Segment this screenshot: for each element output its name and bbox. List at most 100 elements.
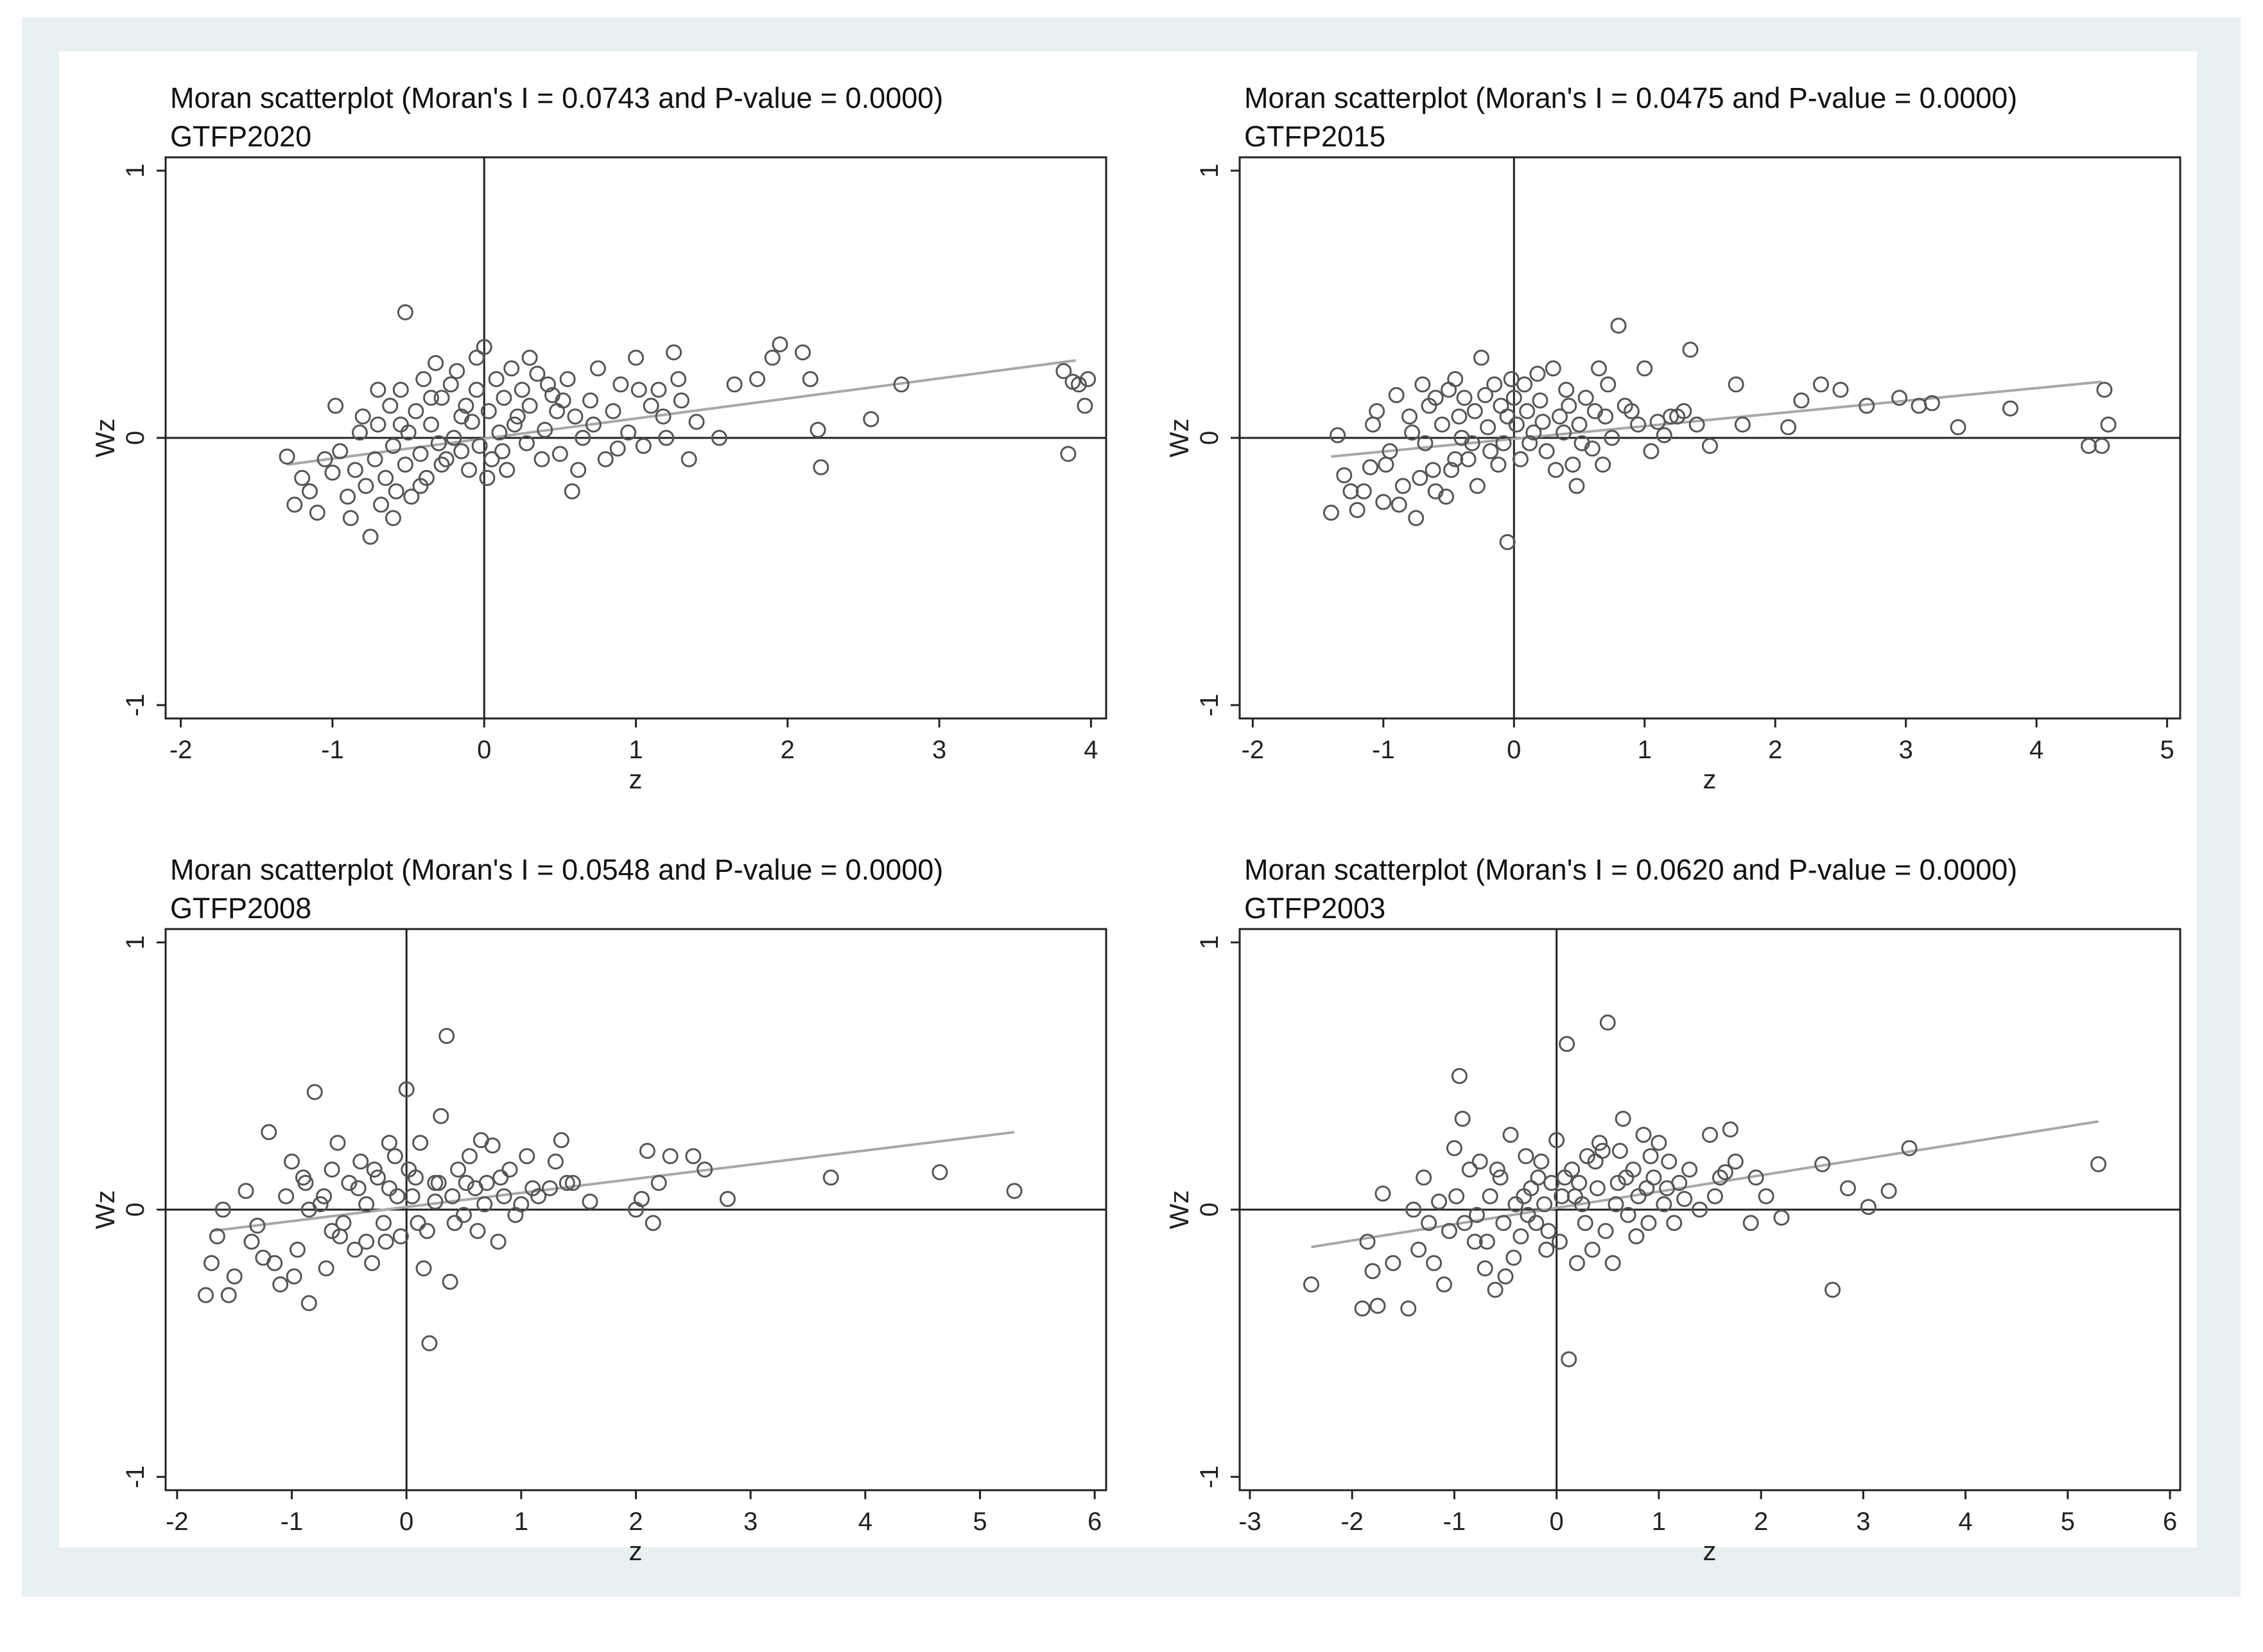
data-point: [1378, 456, 1394, 473]
data-point: [1595, 456, 1611, 473]
panel-gtfp2003: Moran scatterplot (Moran's I = 0.0620 an…: [1164, 853, 2181, 1566]
x-tick-label: 2: [629, 1508, 643, 1536]
data-point: [1400, 1300, 1417, 1317]
data-point: [428, 354, 444, 371]
data-point: [521, 397, 538, 414]
data-point: [476, 338, 492, 355]
chart-subtitle: GTFP2008: [170, 892, 311, 925]
data-point: [1369, 1298, 1386, 1314]
data-point: [1666, 1215, 1683, 1231]
data-point: [358, 1196, 375, 1213]
x-tick-label: -2: [1340, 1508, 1364, 1536]
data-point: [1661, 1153, 1678, 1170]
data-point: [1742, 1215, 1759, 1231]
data-point: [685, 1148, 702, 1165]
data-point: [564, 1174, 581, 1191]
data-point: [1610, 317, 1627, 334]
data-point: [1394, 478, 1411, 494]
data-point: [1556, 1169, 1573, 1186]
data-point: [284, 1153, 300, 1170]
data-point: [324, 464, 341, 481]
fitted-regression-line: [211, 1131, 1015, 1233]
panel-gtfp2020: Moran scatterplot (Moran's I = 0.0743 an…: [90, 82, 1107, 794]
y-tick-label: -1: [121, 1465, 150, 1488]
data-point: [444, 1188, 461, 1204]
data-point: [1565, 456, 1581, 473]
data-point: [1427, 390, 1444, 406]
data-point: [719, 1190, 736, 1207]
x-tick-label: 0: [477, 736, 491, 764]
data-point: [1473, 349, 1489, 366]
data-point: [479, 469, 496, 486]
x-tick-label: 1: [514, 1508, 528, 1536]
x-tick-label: 6: [1088, 1508, 1102, 1536]
data-point: [329, 1135, 346, 1151]
chart-title: Moran scatterplot (Moran's I = 0.0475 an…: [1244, 82, 2017, 114]
data-point: [370, 381, 386, 398]
data-point: [506, 416, 523, 433]
data-point: [347, 462, 363, 478]
data-point: [1577, 1215, 1593, 1231]
x-tick-label: -1: [321, 736, 344, 764]
data-point: [688, 413, 705, 430]
data-point: [446, 430, 462, 446]
data-point: [1375, 494, 1392, 510]
data-point: [530, 1188, 547, 1204]
data-point: [666, 344, 682, 361]
data-point: [1643, 443, 1660, 460]
data-point: [813, 459, 829, 476]
data-point: [650, 381, 667, 398]
data-point: [1608, 1196, 1624, 1213]
data-point: [1669, 408, 1686, 425]
data-point: [238, 1183, 254, 1199]
data-point: [662, 1148, 679, 1165]
x-tick-label: 0: [1550, 1508, 1564, 1536]
data-point: [1597, 1222, 1614, 1239]
data-point: [1518, 1148, 1534, 1165]
data-point: [553, 1132, 569, 1149]
data-point: [1512, 451, 1529, 467]
x-tick-label: 0: [1507, 736, 1521, 764]
data-point: [1891, 390, 1908, 406]
data-point: [1471, 1153, 1488, 1170]
data-point: [397, 456, 413, 473]
data-point: [564, 483, 580, 500]
data-point: [1447, 370, 1464, 387]
data-point: [1780, 419, 1797, 435]
data-point: [1480, 419, 1496, 435]
data-point: [620, 424, 637, 441]
data-point: [1656, 1196, 1672, 1213]
data-point: [1070, 376, 1087, 393]
data-point: [810, 422, 826, 439]
data-point: [2094, 437, 2110, 454]
data-point: [1490, 456, 1507, 473]
data-point: [1435, 1276, 1452, 1293]
data-point: [1901, 1140, 1918, 1156]
data-point: [1579, 1148, 1595, 1165]
data-point: [525, 1180, 541, 1197]
y-tick-label: 0: [1195, 1203, 1224, 1217]
data-point: [1599, 1014, 1616, 1031]
data-point: [1923, 395, 1940, 412]
data-point: [370, 1169, 386, 1186]
data-point: [1638, 1180, 1655, 1197]
x-tick-label: -1: [1372, 736, 1395, 764]
data-point: [639, 1142, 655, 1159]
y-tick-label: 0: [1195, 431, 1224, 445]
data-point: [1421, 1215, 1437, 1231]
data-point: [461, 462, 478, 478]
data-point: [1405, 1201, 1422, 1218]
data-point: [1468, 1206, 1485, 1223]
data-point: [711, 430, 727, 446]
data-point: [1651, 1135, 1667, 1151]
data-point: [453, 408, 470, 425]
data-point: [655, 408, 672, 425]
data-point: [419, 1222, 435, 1239]
data-point: [382, 397, 399, 414]
plot-marks: -2 -1 0 1 2 3 4 5 -1 0 1: [1195, 156, 2181, 764]
data-point: [1349, 501, 1366, 518]
data-point: [559, 370, 576, 387]
y-axis-label: Wz: [1164, 419, 1194, 458]
x-tick-label: 3: [1899, 736, 1913, 764]
x-tick-label: 4: [2029, 736, 2043, 764]
